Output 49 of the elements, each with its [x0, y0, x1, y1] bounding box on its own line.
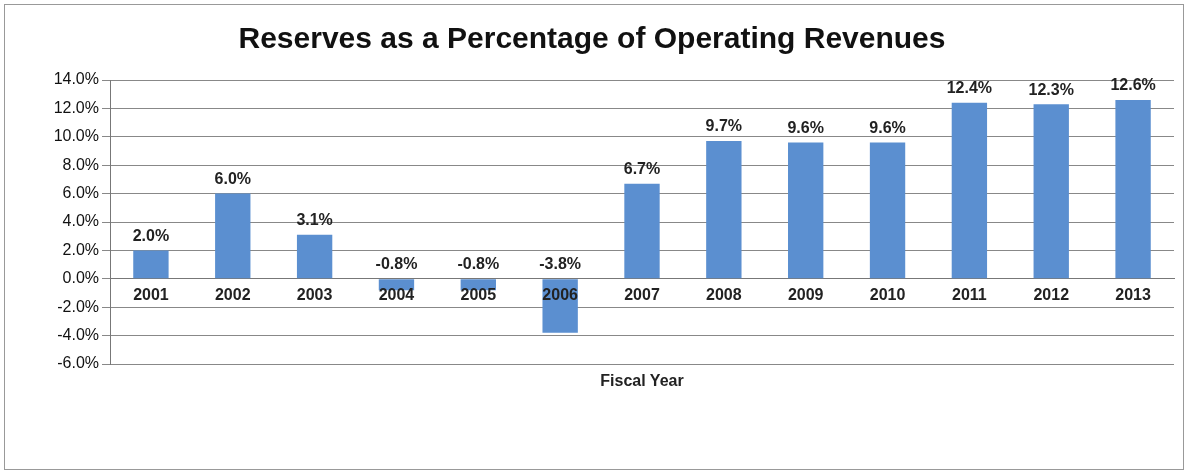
y-tick-label: -2.0%	[57, 297, 99, 315]
bar	[951, 102, 988, 279]
data-label: 9.6%	[787, 118, 824, 136]
x-tick-label: 2001	[133, 286, 169, 304]
bar	[296, 234, 333, 279]
x-tick-label: 2009	[787, 286, 824, 304]
bar	[869, 142, 906, 279]
bar	[215, 193, 251, 279]
x-tick-label: 2004	[378, 286, 415, 304]
data-label: 12.3%	[1028, 80, 1074, 98]
data-label: 2.0%	[132, 226, 170, 244]
x-tick-label: 2011	[952, 286, 987, 304]
y-tick-label: 8.0%	[62, 155, 99, 173]
y-tick-label: 12.0%	[53, 98, 99, 116]
x-tick-label: 2002	[214, 286, 251, 304]
x-tick-label: 2010	[869, 286, 906, 304]
x-tick-label: 2007	[624, 286, 660, 304]
y-tick-label: -4.0%	[57, 326, 99, 344]
x-tick-label: 2005	[460, 286, 497, 304]
y-tick-label: 6.0%	[62, 184, 99, 202]
x-tick-label: 2013	[1115, 286, 1151, 304]
y-tick-label: 14.0%	[53, 70, 99, 88]
y-tick-label: -6.0%	[57, 354, 99, 372]
bar	[1115, 99, 1151, 279]
bar	[788, 142, 824, 279]
data-label: 6.0%	[214, 170, 251, 188]
x-tick-label: 2006	[542, 286, 579, 304]
data-label: 12.4%	[946, 79, 993, 97]
data-label: 9.6%	[869, 118, 906, 136]
y-tick-label: 0.0%	[62, 269, 99, 287]
x-tick-label: 2008	[706, 286, 742, 304]
y-tick-label: 10.0%	[53, 127, 99, 145]
data-label: 3.1%	[296, 211, 333, 229]
data-label: -0.8%	[457, 255, 500, 273]
data-label: 9.7%	[705, 117, 743, 135]
bar	[624, 183, 660, 279]
x-tick-label: 2003	[296, 286, 333, 304]
bar	[133, 250, 169, 279]
chart-title: Reserves as a Percentage of Operating Revenues	[238, 21, 946, 55]
bar	[1033, 104, 1069, 279]
x-axis-title: Fiscal Year	[600, 372, 684, 390]
data-label: -0.8%	[375, 255, 418, 273]
x-tick-label: 2012	[1033, 286, 1070, 304]
data-label: 12.6%	[1110, 76, 1156, 94]
y-tick-label: 4.0%	[62, 212, 99, 230]
data-label: 6.7%	[623, 160, 661, 178]
data-label: -3.8%	[539, 255, 582, 273]
y-tick-label: 2.0%	[62, 240, 99, 258]
bar	[706, 141, 742, 279]
